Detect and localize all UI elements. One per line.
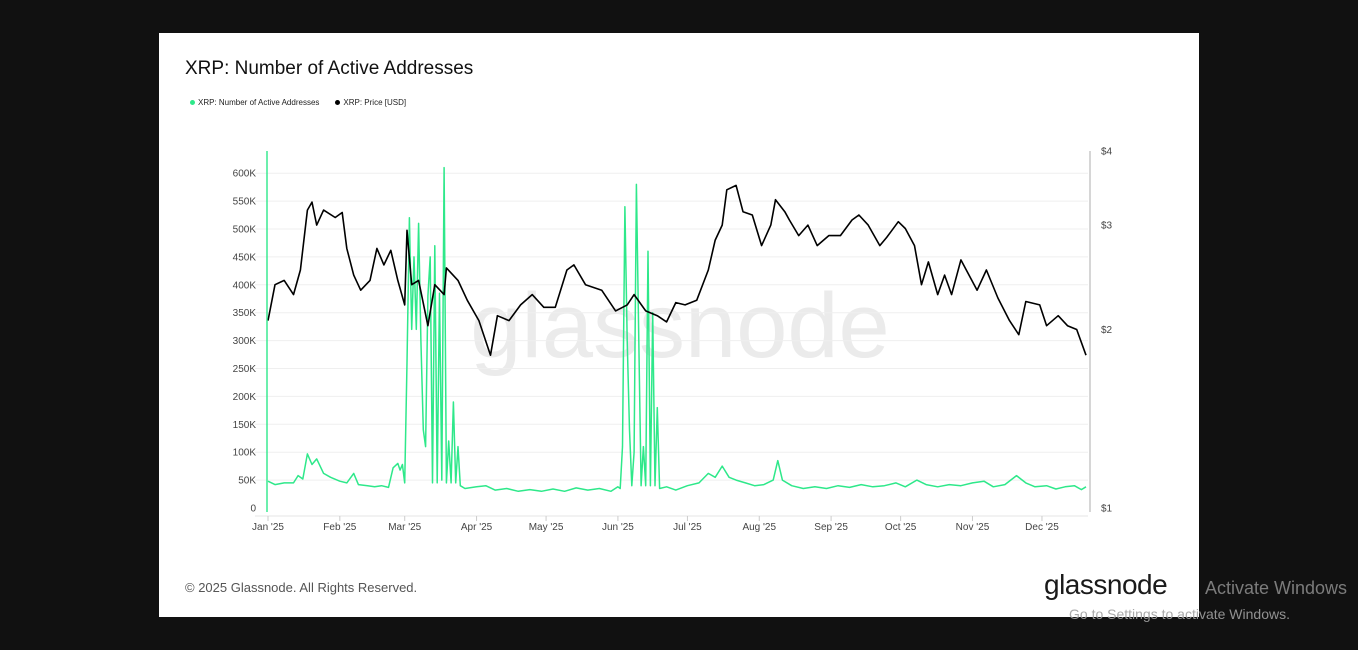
x-tick-label: Aug '25 (742, 522, 776, 533)
y-right-tick-label: $3 (1101, 221, 1113, 232)
x-tick-label: Jun '25 (602, 522, 634, 533)
y-left-tick-label: 100K (233, 448, 257, 459)
x-tick-label: May '25 (529, 522, 564, 533)
x-tick-label: Mar '25 (388, 522, 421, 533)
y-left-tick-label: 550K (233, 197, 257, 208)
active-addresses-line (267, 166, 1087, 493)
x-tick-label: Feb '25 (323, 522, 356, 533)
y-left-tick-label: 600K (233, 169, 257, 180)
x-tick-label: Nov '25 (956, 522, 990, 533)
x-tick-label: Apr '25 (461, 522, 493, 533)
activate-windows-title: Activate Windows (1205, 578, 1348, 598)
x-tick-label: Oct '25 (885, 522, 917, 533)
y-left-tick-label: 50K (238, 476, 256, 487)
y-right-tick-label: $2 (1101, 325, 1113, 336)
chart-title: XRP: Number of Active Addresses (185, 58, 474, 79)
y-right-tick-label: $4 (1101, 146, 1113, 157)
legend-dot-icon (190, 100, 195, 105)
legend-item-active-addresses[interactable]: XRP: Number of Active Addresses (190, 98, 319, 107)
chart-card (159, 33, 1199, 617)
legend-label: XRP: Number of Active Addresses (198, 98, 320, 107)
x-tick-label: Jul '25 (673, 522, 702, 533)
y-left-tick-label: 450K (233, 252, 257, 263)
legend: XRP: Number of Active Addresses XRP: Pri… (190, 98, 406, 107)
y-left-tick-label: 0 (250, 504, 256, 515)
y-left-tick-label: 300K (233, 336, 257, 347)
x-tick-label: Dec '25 (1025, 522, 1059, 533)
x-tick-label: Jan '25 (252, 522, 284, 533)
y-right-tick-label: $1 (1101, 504, 1113, 515)
x-tick-label: Sep '25 (814, 522, 848, 533)
y-left-tick-label: 500K (233, 225, 257, 236)
price-line (267, 184, 1087, 356)
glassnode-logo: glassnode (1044, 569, 1168, 600)
y-left-tick-label: 350K (233, 308, 257, 319)
legend-label: XRP: Price [USD] (343, 98, 407, 107)
y-left-tick-label: 200K (233, 392, 257, 403)
watermark: glassnode (470, 275, 889, 377)
copyright: © 2025 Glassnode. All Rights Reserved. (185, 580, 418, 595)
legend-dot-icon (335, 100, 341, 105)
y-left-tick-label: 250K (233, 364, 257, 375)
legend-item-price[interactable]: XRP: Price [USD] (335, 98, 406, 107)
y-left-tick-label: 150K (233, 420, 257, 431)
activate-windows-subtitle: Go to Settings to activate Windows. (1069, 606, 1290, 622)
y-left-tick-label: 400K (233, 280, 257, 291)
